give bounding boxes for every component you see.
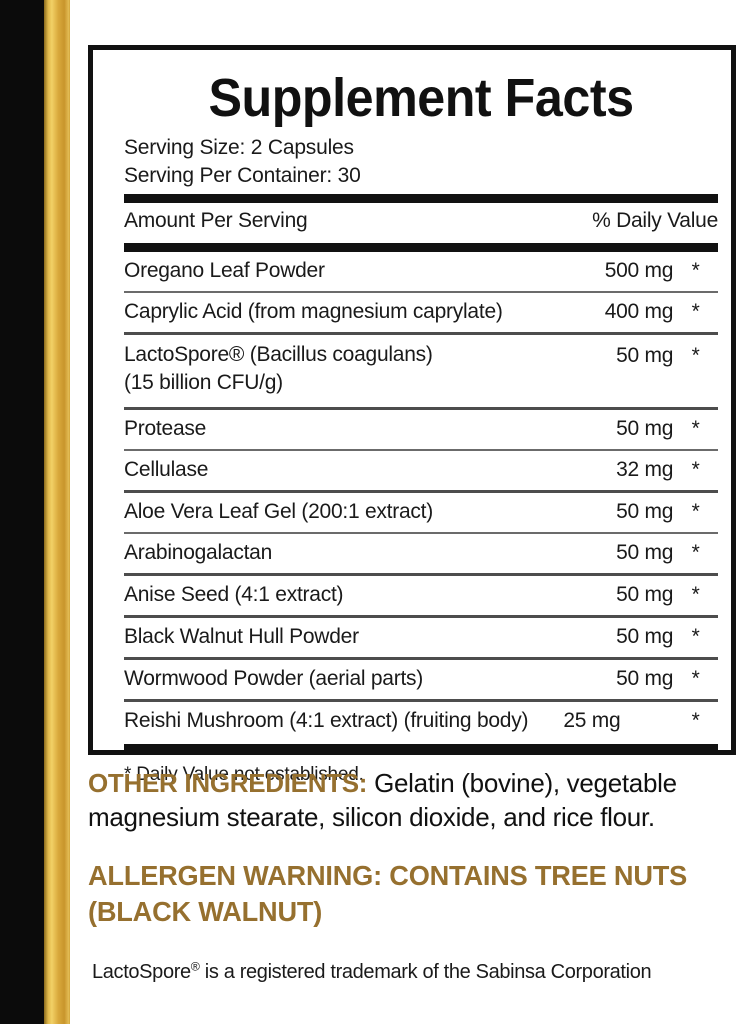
page-title: Supplement Facts [208,68,634,128]
table-header-row: Amount Per Serving % Daily Value [124,203,718,240]
ingredient-name-main: LactoSpore® (Bacillus coagulans) [124,343,433,366]
ingredient-amount: 50 mg [616,417,674,440]
ingredient-name: Black Walnut Hull Powder [124,625,359,648]
allergen-warning: ALLERGEN WARNING: CONTAINS TREE NUTS (BL… [88,860,688,927]
left-gold-gradient-bar [44,0,70,1024]
column-header-amount-per-serving: Amount Per Serving [124,209,308,232]
ingredient-daily-value: * [691,667,700,690]
ingredient-daily-value: * [691,259,700,282]
row-separator [124,291,718,293]
ingredient-daily-value: * [691,541,700,564]
rule-above-footnote [124,744,718,753]
row-separator [124,407,718,410]
table-row: LactoSpore® (Bacillus coagulans) (15 bil… [124,335,718,407]
ingredient-name: Caprylic Acid (from magnesium caprylate) [124,300,503,323]
ingredient-name: LactoSpore® (Bacillus coagulans) (15 bil… [124,335,561,407]
ingredient-amount: 50 mg [616,500,674,523]
trademark-notice-post: is a registered trademark of the Sabinsa… [199,961,652,983]
ingredient-name: Protease [124,417,207,440]
other-ingredients-label: OTHER INGREDIENTS: [88,768,368,798]
registered-trademark-icon: ® [190,959,200,974]
serving-info-block: Serving Size: 2 Capsules Serving Per Con… [124,134,718,190]
row-separator [124,449,718,451]
row-separator [124,615,718,618]
table-row: Black Walnut Hull Powder 50 mg * [124,618,718,657]
below-panel-text-block: OTHER INGREDIENTS: Gelatin (bovine), veg… [88,766,750,986]
ingredient-daily-value: * [691,417,700,440]
ingredient-name: Wormwood Powder (aerial parts) [124,667,424,690]
table-row: Anise Seed (4:1 extract) 50 mg * [124,576,718,615]
ingredient-amount: 50 mg [616,667,674,690]
ingredient-daily-value: * [691,300,700,323]
row-separator [124,532,718,534]
ingredient-amount: 32 mg [616,458,674,481]
label-content-column: Supplement Facts Serving Size: 2 Capsule… [70,0,750,1024]
trademark-notice: LactoSpore® is a registered trademark of… [88,958,750,986]
supplement-facts-inner: Supplement Facts Serving Size: 2 Capsule… [124,56,718,785]
row-separator [124,490,718,493]
row-separator [124,332,718,335]
table-row: Cellulase 32 mg * [124,451,718,490]
serving-size-line: Serving Size: 2 Capsules [124,136,354,159]
rule-above-header [124,194,718,203]
ingredient-name: Anise Seed (4:1 extract) [124,583,344,606]
rule-below-header [124,243,718,252]
ingredient-daily-value: * [691,344,700,367]
ingredient-name-sub: (15 billion CFU/g) [124,371,283,394]
left-black-edge-bar [0,0,44,1024]
ingredient-name: Aloe Vera Leaf Gel (200:1 extract) [124,500,434,523]
table-row: Wormwood Powder (aerial parts) 50 mg * [124,660,718,699]
ingredient-amount: 50 mg [616,344,674,367]
table-row: Oregano Leaf Powder 500 mg * [124,252,718,291]
ingredient-name: Oregano Leaf Powder [124,259,325,282]
ingredient-name: Reishi Mushroom (4:1 extract) (fruiting … [124,709,529,732]
ingredient-daily-value: * [691,500,700,523]
other-ingredients-paragraph: OTHER INGREDIENTS: Gelatin (bovine), veg… [88,766,750,834]
daily-value-footnote: * Daily Value not established. [124,764,364,785]
ingredient-daily-value: * [691,709,700,732]
ingredient-daily-value: * [691,625,700,648]
ingredient-daily-value: * [691,583,700,606]
ingredient-amount: 500 mg [604,259,674,282]
ingredient-amount: 50 mg [616,583,674,606]
ingredient-amount: 50 mg [616,625,674,648]
column-header-daily-value: % Daily Value [592,209,718,232]
ingredient-amount: 25 mg [563,709,621,732]
ingredient-name: Arabinogalactan [124,541,273,564]
trademark-notice-pre: LactoSpore [92,961,191,983]
table-row: Aloe Vera Leaf Gel (200:1 extract) 50 mg… [124,493,718,532]
table-row: Arabinogalactan 50 mg * [124,534,718,573]
table-row: Protease 50 mg * [124,410,718,449]
row-separator [124,699,718,702]
row-separator [124,657,718,660]
row-separator [124,573,718,576]
table-row: Reishi Mushroom (4:1 extract) (fruiting … [124,702,718,741]
supplement-facts-rows-table: Oregano Leaf Powder 500 mg * Caprylic Ac… [124,252,718,741]
ingredient-daily-value: * [691,458,700,481]
other-ingredients-text: Gelatin (bovine), vegetable magnesium st… [88,768,677,832]
servings-per-container-line: Serving Per Container: 30 [124,164,361,187]
ingredient-amount: 400 mg [604,300,674,323]
ingredient-name: Cellulase [124,458,209,481]
ingredient-amount: 50 mg [616,541,674,564]
table-row: Caprylic Acid (from magnesium caprylate)… [124,293,718,332]
supplement-facts-table: Amount Per Serving % Daily Value [124,203,718,240]
supplement-facts-panel: Supplement Facts Serving Size: 2 Capsule… [88,45,736,785]
